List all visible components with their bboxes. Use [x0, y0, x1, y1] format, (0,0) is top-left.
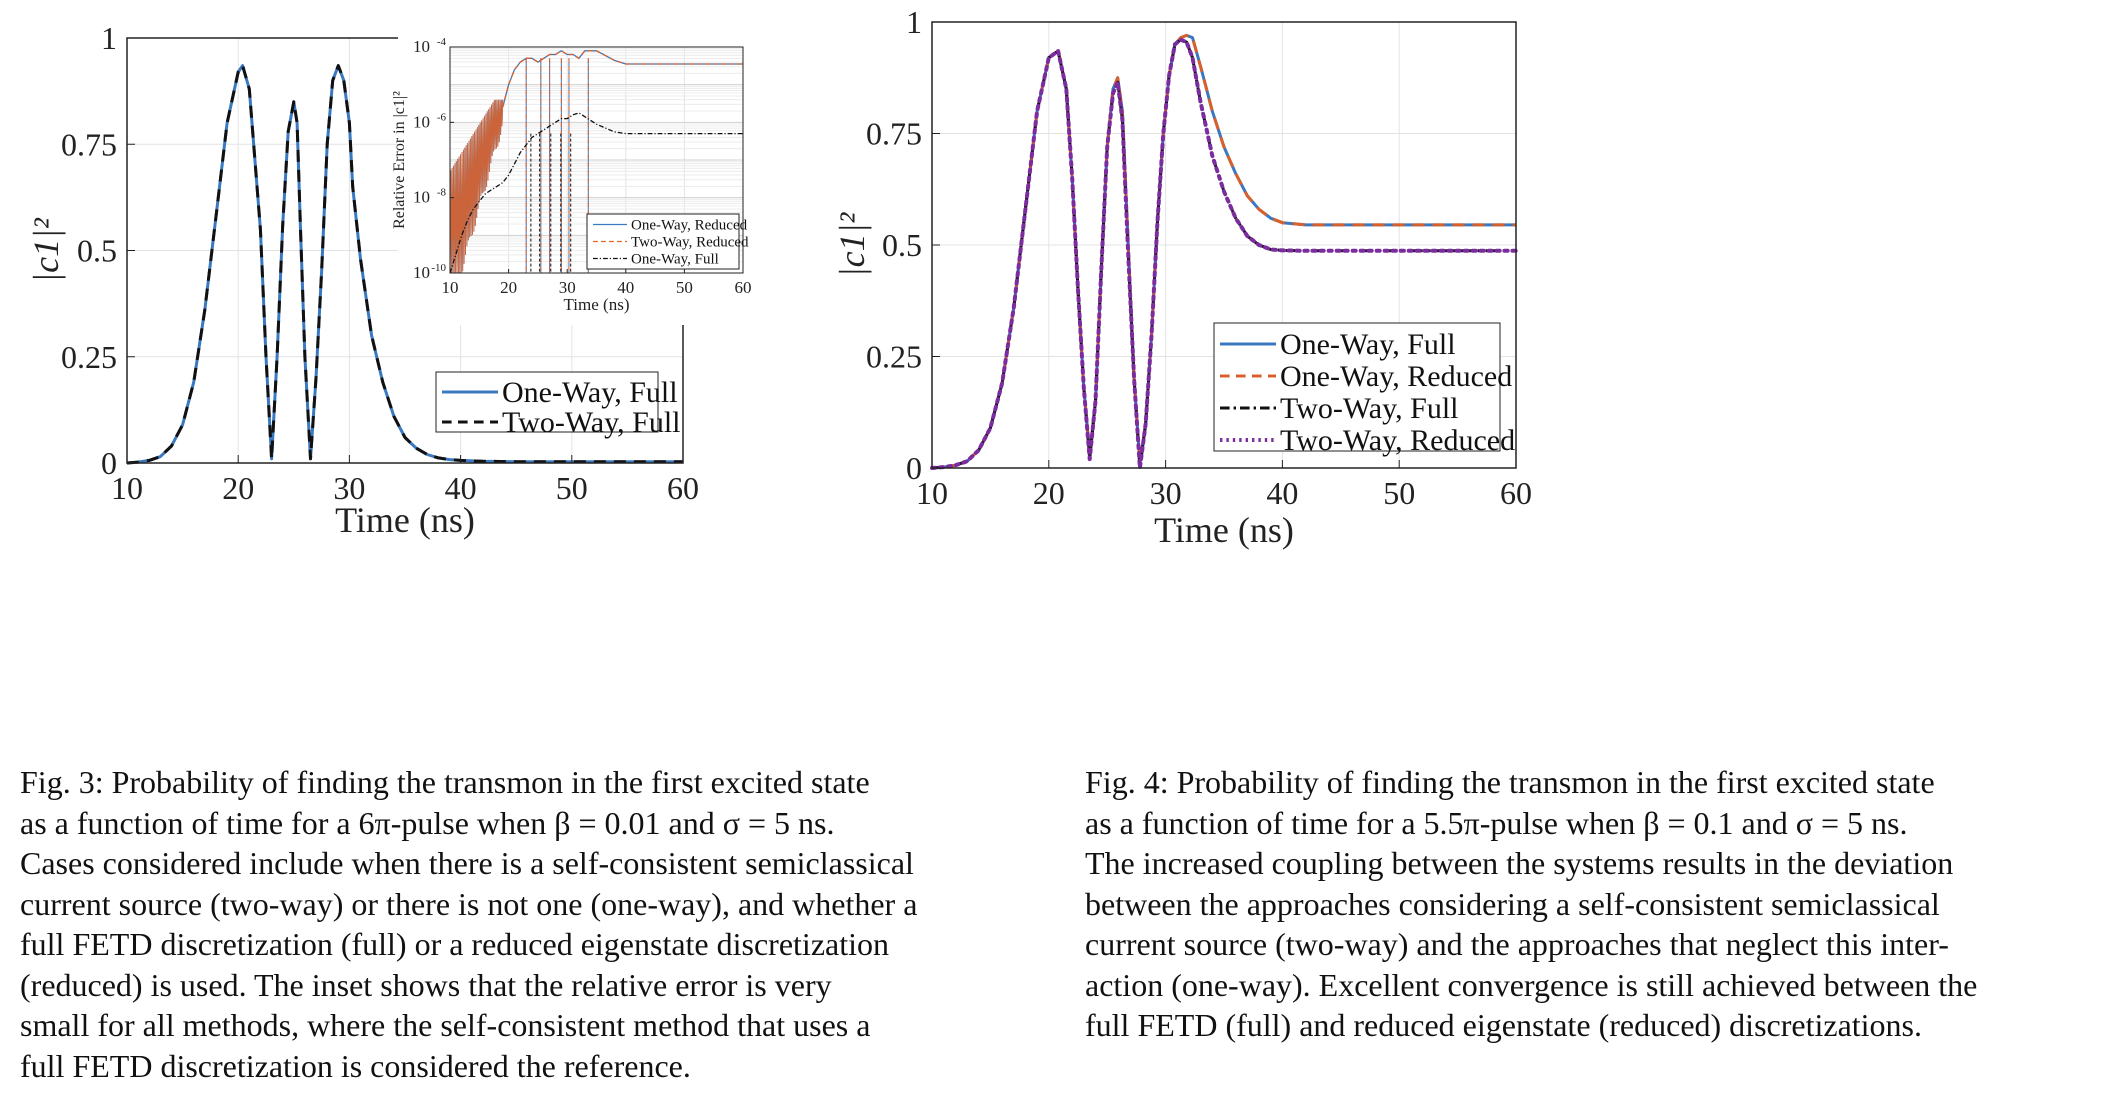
caption-line: Fig. 4: Probability of finding the trans… [1085, 764, 1935, 800]
legend-label: Two-Way, Reduced [1280, 424, 1515, 457]
legend-label: Two-Way, Reduced [631, 235, 749, 251]
y-tick-exponent: -10 [431, 262, 446, 274]
x-tick-label: 30 [1150, 475, 1182, 511]
x-tick-label: 20 [1033, 475, 1065, 511]
caption-line: small for all methods, where the self-co… [20, 1007, 871, 1043]
y-tick-exponent: -6 [437, 111, 447, 123]
y-tick-exponent: -4 [437, 36, 447, 48]
legend-label: Two-Way, Full [1280, 392, 1459, 425]
y-tick-label: 10 [413, 112, 430, 131]
caption-line: current source (two-way) or there is not… [20, 885, 918, 922]
caption-line: full FETD discretization (full) or a red… [20, 926, 889, 962]
y-tick-label: 1 [906, 4, 922, 40]
caption-line: between the approaches considering a sel… [1085, 885, 1940, 922]
caption-line: The increased coupling between the syste… [1085, 845, 1954, 881]
x-tick-label: 60 [667, 470, 699, 506]
y-tick-exponent: -8 [437, 187, 447, 199]
x-tick-label: 30 [559, 278, 576, 297]
y-tick-label: 0.25 [61, 339, 117, 375]
caption-line: as a function of time for a 6π-pulse whe… [20, 804, 835, 841]
x-tick-label: 40 [617, 278, 634, 297]
y-axis-label: |c1|² [832, 212, 872, 278]
y-axis-label: Relative Error in |c1|² [391, 91, 408, 229]
caption-line: Cases considered include when there is a… [20, 845, 914, 881]
caption-line: action (one-way). Excellent convergence … [1085, 966, 1978, 1003]
series-line-4 [930, 37, 1518, 470]
legend-box [586, 213, 740, 270]
series-line-2 [502, 50, 743, 108]
fig4-caption: Fig. 4: Probability of finding the trans… [1085, 762, 2101, 1046]
x-tick-label: 50 [556, 470, 588, 506]
x-tick-label: 50 [1383, 475, 1415, 511]
y-tick-label: 0 [101, 445, 117, 481]
fig3-caption: Fig. 3: Probability of finding the trans… [20, 762, 1036, 1086]
x-tick-label: 40 [1266, 475, 1298, 511]
caption-line: full FETD (full) and reduced eigenstate … [1085, 1007, 1922, 1043]
x-tick-label: 30 [333, 470, 365, 506]
legend-label: One-Way, Full [631, 252, 719, 268]
series-line-3 [449, 112, 743, 274]
y-tick-label: 0.5 [882, 227, 922, 263]
x-axis-label: Time (ns) [1154, 510, 1294, 550]
y-tick-label: 10 [413, 188, 430, 207]
y-tick-label: 0.75 [866, 116, 922, 152]
y-tick-label: 0.25 [866, 339, 922, 375]
legend-box [435, 371, 659, 433]
x-axis-label: Time (ns) [335, 500, 475, 540]
y-tick-label: 10 [413, 263, 430, 282]
axes-box [449, 46, 744, 274]
x-tick-label: 50 [676, 278, 693, 297]
legend-label: One-Way, Reduced [1280, 360, 1512, 393]
y-tick-label: 0.75 [61, 126, 117, 162]
x-axis-label: Time (ns) [564, 295, 630, 314]
x-tick-label: 60 [1500, 475, 1532, 511]
x-tick-label: 40 [445, 470, 477, 506]
caption-line: as a function of time for a 5.5π-pulse w… [1085, 804, 1908, 841]
caption-line: full FETD discretization is considered t… [20, 1047, 691, 1084]
fig4-main-chart: 10 20 30 40 50 60 0 0.25 0.5 0.75 1 Time (ns) |c1|² O… [832, 4, 1532, 550]
x-tick-label: 10 [442, 278, 459, 297]
y-tick-label: 1 [101, 20, 117, 56]
series-oscillation [449, 99, 504, 274]
x-tick-label: 20 [222, 470, 254, 506]
caption-line: Fig. 3: Probability of finding the trans… [20, 764, 870, 800]
x-tick-label: 60 [735, 278, 752, 297]
series-line-2 [126, 64, 683, 465]
legend-label: One-Way, Reduced [631, 218, 748, 234]
y-tick-label: 0 [906, 450, 922, 486]
x-tick-label: 20 [500, 278, 517, 297]
legend-label: Two-Way, Full [502, 406, 681, 439]
legend-label: One-Way, Full [1280, 328, 1456, 361]
series-line-2 [931, 33, 1516, 470]
x-tick-label: 10 [916, 475, 948, 511]
caption-line: (reduced) is used. The inset shows that … [20, 966, 832, 1003]
legend-label: One-Way, Full [502, 376, 678, 409]
caption-line: current source (two-way) and the approac… [1085, 926, 1949, 962]
y-axis-label: |c1|² [26, 217, 66, 283]
y-tick-label: 10 [413, 37, 430, 56]
x-tick-label: 10 [111, 470, 143, 506]
y-tick-label: 0.5 [77, 233, 117, 269]
